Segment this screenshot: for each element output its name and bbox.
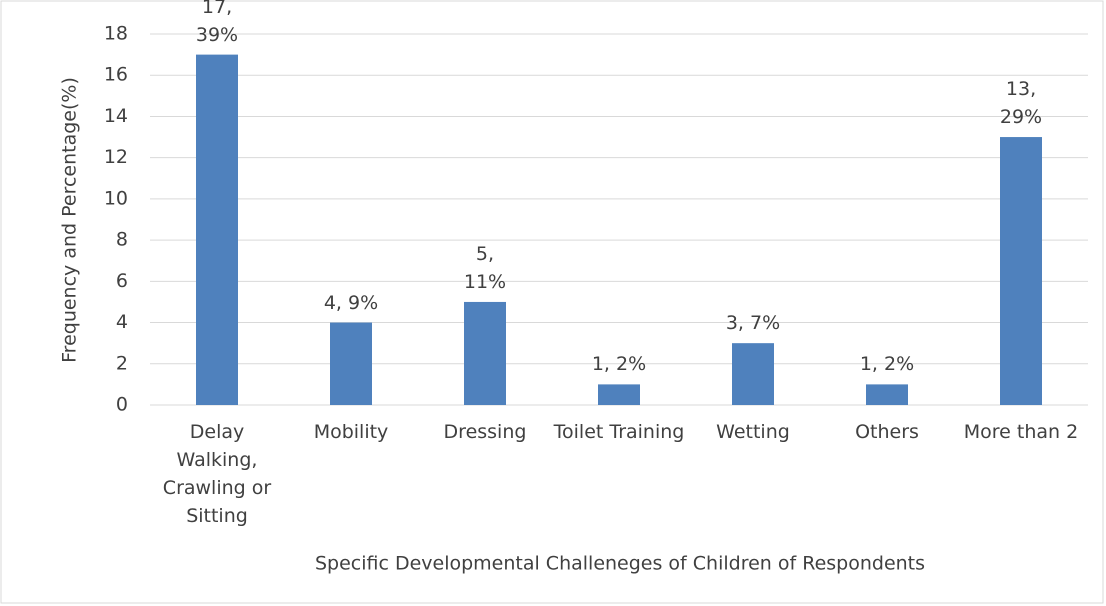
x-tick-label: Dressing: [443, 421, 527, 443]
bar: [196, 54, 238, 405]
x-tick-label-box: Delay Walking, Crawling or Sitting: [162, 421, 272, 527]
x-tick-label: More than 2: [963, 421, 1079, 443]
data-label: 4, 9%: [323, 291, 379, 314]
y-tick-label: 0: [116, 394, 128, 416]
y-tick-label: 12: [104, 146, 128, 168]
y-tick-label: 2: [116, 352, 128, 374]
x-tick-label: Wetting: [716, 421, 790, 443]
x-tick-label: Mobility: [313, 421, 389, 443]
bar: [464, 301, 506, 405]
data-label: 5, 11%: [463, 242, 507, 293]
bar: [866, 384, 908, 405]
data-label: 1, 2%: [859, 353, 915, 376]
data-label: 13, 29%: [999, 78, 1043, 129]
y-tick-label: 16: [104, 64, 128, 86]
y-tick-label: 4: [116, 311, 128, 333]
y-tick-label: 14: [104, 105, 128, 127]
y-tick-label: 8: [116, 229, 128, 251]
data-label-box: 4, 9%: [323, 291, 379, 314]
x-tick-label: Toilet Training: [553, 421, 685, 443]
y-tick-label: 10: [104, 187, 128, 209]
x-axis-title: Specific Developmental Challeneges of Ch…: [315, 553, 925, 575]
x-tick-label-box: More than 2: [963, 421, 1079, 443]
data-label-box: 1, 2%: [859, 353, 915, 376]
bar: [732, 343, 774, 405]
y-tick-label: 18: [104, 23, 128, 45]
x-tick-label: Delay Walking, Crawling or Sitting: [162, 421, 272, 527]
data-label-box: 17, 39%: [195, 0, 239, 46]
x-tick-label: Others: [855, 421, 919, 443]
data-label-box: 3, 7%: [725, 312, 781, 335]
bar: [330, 322, 372, 405]
x-tick-label-box: Dressing: [443, 421, 527, 443]
bar: [1000, 137, 1042, 406]
x-tick-label-box: Mobility: [313, 421, 389, 443]
x-tick-label-box: Others: [855, 421, 919, 443]
data-label: 17, 39%: [195, 0, 239, 46]
data-label-box: 1, 2%: [591, 353, 647, 376]
bar: [598, 384, 640, 405]
data-label: 1, 2%: [591, 353, 647, 376]
x-tick-label-box: Wetting: [716, 421, 790, 443]
data-label-box: 5, 11%: [463, 242, 507, 293]
y-tick-label: 6: [116, 270, 128, 292]
y-axis-title: Frequency and Percentage(%): [59, 77, 81, 363]
x-tick-label-box: Toilet Training: [553, 421, 685, 443]
data-label: 3, 7%: [725, 312, 781, 335]
data-label-box: 13, 29%: [999, 78, 1043, 129]
